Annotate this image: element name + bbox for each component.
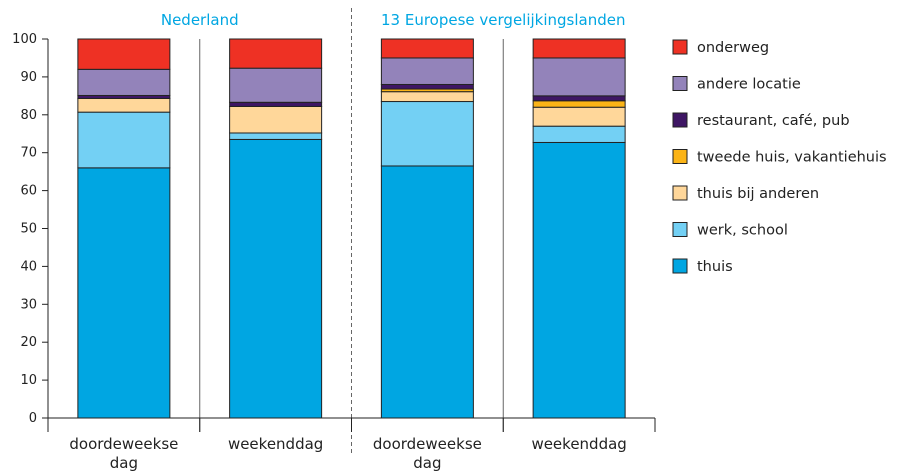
group-title: Nederland — [161, 11, 239, 29]
bar-segment — [532, 38, 626, 59]
bar-segment — [380, 83, 474, 90]
bar-segment — [380, 38, 474, 59]
bar-segment — [532, 100, 626, 108]
y-tick-label: 10 — [20, 373, 37, 388]
bar-segment — [380, 57, 474, 85]
y-tick-label: 0 — [29, 411, 37, 426]
x-category-label: weekenddag — [531, 435, 626, 453]
bar-segment — [532, 125, 626, 143]
legend-swatch — [672, 149, 688, 164]
bar-segment — [77, 98, 171, 113]
group-title: 13 Europese vergelijkingslanden — [381, 11, 626, 29]
legend-label: onderweg — [697, 40, 769, 56]
y-tick-label: 90 — [20, 70, 37, 85]
legend-swatch — [672, 222, 688, 237]
bar-segment — [229, 132, 323, 140]
x-category-label: weekenddag — [228, 435, 323, 453]
y-tick-label: 20 — [20, 335, 37, 350]
bar-segment — [229, 138, 323, 419]
bar-segment — [380, 165, 474, 419]
bar-segment — [77, 111, 171, 169]
x-category-label: dag — [110, 454, 138, 472]
bar-segment — [229, 101, 323, 107]
bar-segment — [77, 38, 171, 70]
y-tick-label: 70 — [20, 146, 37, 161]
bar-segment — [380, 91, 474, 103]
y-tick-label: 40 — [20, 259, 37, 274]
y-tick-label: 60 — [20, 184, 37, 199]
bar-segment — [77, 68, 171, 96]
legend-swatch — [672, 39, 688, 55]
legend-label: thuis — [697, 259, 733, 275]
plot-area — [77, 8, 626, 454]
legend-label: restaurant, café, pub — [697, 113, 850, 129]
bar-segment — [532, 106, 626, 127]
legend-swatch — [672, 185, 688, 201]
y-tick-label: 100 — [12, 32, 37, 47]
legend-swatch — [672, 112, 688, 128]
group-titles: Nederland 13 Europese vergelijkingslanden — [161, 11, 626, 29]
y-tick-label: 30 — [20, 297, 37, 312]
y-tick-label: 80 — [20, 108, 37, 123]
legend-label: thuis bij anderen — [697, 186, 819, 202]
bar-segment — [229, 38, 323, 69]
bar-segment — [532, 141, 626, 419]
legend-swatch — [672, 258, 688, 274]
y-tick-label: 50 — [20, 222, 37, 237]
y-axis: 0 10 20 30 40 50 60 70 80 90 100 — [12, 32, 49, 426]
legend-swatch — [672, 76, 688, 91]
x-category-label: doordeweekse — [373, 435, 482, 453]
legend-label: tweede huis, vakantiehuis — [697, 150, 887, 166]
legend: onderweg andere locatie restaurant, café, … — [672, 39, 887, 275]
legend-label: andere locatie — [697, 77, 801, 93]
bar-segment — [380, 101, 474, 167]
bar-segment — [229, 105, 323, 134]
bar-segment — [532, 95, 626, 102]
legend-label: werk, school — [697, 223, 788, 239]
bar-segment — [229, 67, 323, 103]
bar-segment — [77, 167, 171, 419]
x-category-label: dag — [413, 454, 441, 472]
bar-segment — [532, 57, 626, 97]
x-category-label: doordeweekse — [69, 435, 178, 453]
